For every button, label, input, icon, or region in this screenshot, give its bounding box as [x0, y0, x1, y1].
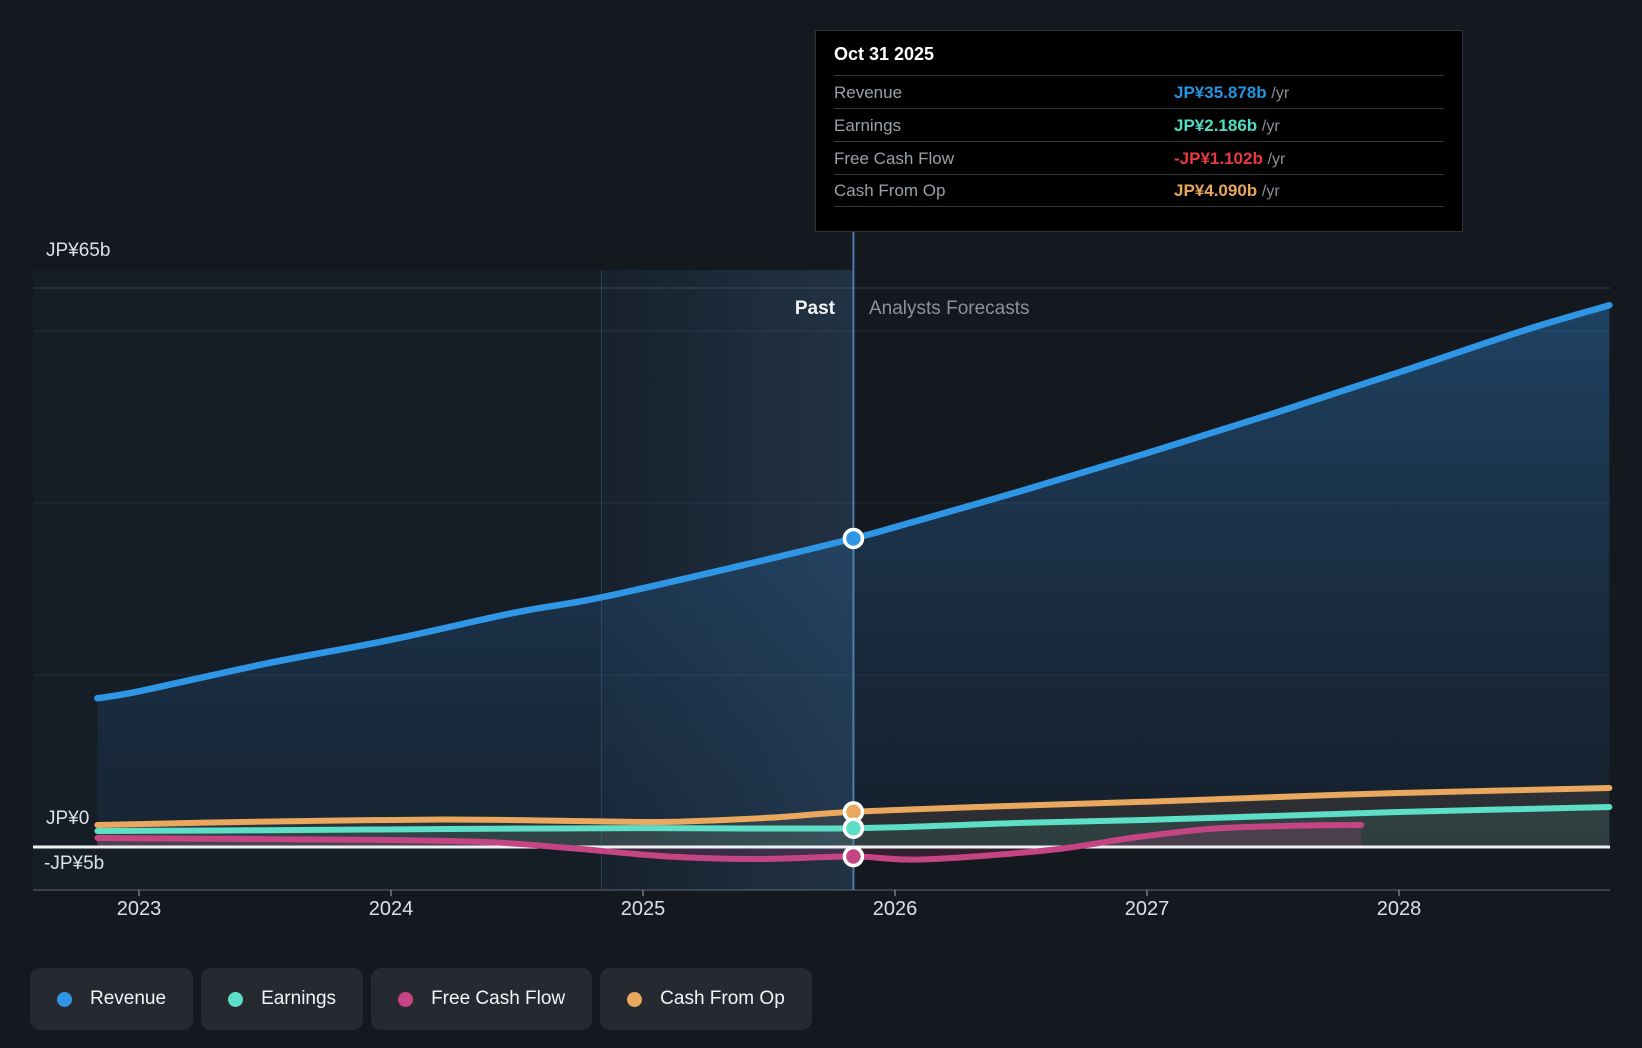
- x-axis-label-2025: 2025: [620, 898, 666, 920]
- x-axis-label-2023: 2023: [116, 898, 162, 920]
- line-earnings: [94, 804, 1613, 834]
- legend-label: Earnings: [261, 988, 337, 1009]
- x-axis-label-2026: 2026: [872, 898, 918, 920]
- tooltip-value: JP¥4.090b /yr: [1174, 181, 1280, 200]
- y-axis-label-neg5b: -JP¥5b: [44, 853, 105, 874]
- tooltip-row-free-cash-flow: Free Cash Flow -JP¥1.102b /yr: [834, 141, 1444, 174]
- x-axis-label-2024: 2024: [368, 898, 414, 920]
- legend-label: Cash From Op: [660, 988, 785, 1009]
- legend-item-earnings[interactable]: Earnings: [201, 968, 364, 1030]
- tooltip-row-revenue: Revenue JP¥35.878b /yr: [834, 75, 1444, 108]
- tooltip-row-cash-from-op: Cash From Op JP¥4.090b /yr: [834, 174, 1444, 207]
- legend-label: Revenue: [90, 988, 167, 1009]
- legend-item-free-cash-flow[interactable]: Free Cash Flow: [371, 968, 593, 1030]
- tooltip-label: Free Cash Flow: [834, 148, 954, 168]
- chart-legend: Revenue Earnings Free Cash Flow Cash Fro…: [30, 968, 812, 1030]
- legend-item-revenue[interactable]: Revenue: [30, 968, 194, 1030]
- revenue-dot-icon: [57, 991, 72, 1007]
- earnings-dot-icon: [228, 991, 244, 1007]
- tooltip-date: Oct 31 2025: [834, 44, 935, 64]
- tooltip-label: Revenue: [834, 82, 903, 102]
- tooltip-value: -JP¥1.102b /yr: [1174, 148, 1286, 168]
- data-tooltip: Oct 31 2025 Revenue JP¥35.878b /yr Earni…: [815, 30, 1463, 232]
- past-section-label: Past: [794, 298, 835, 319]
- tooltip-label: Cash From Op: [834, 181, 946, 200]
- line-free-cash-flow: [94, 822, 1365, 863]
- tooltip-value: JP¥35.878b /yr: [1174, 82, 1290, 102]
- line-cash-from-op: [94, 785, 1613, 828]
- x-axis-label-2027: 2027: [1124, 898, 1170, 920]
- marker-revenue: [842, 527, 865, 550]
- cash-from-op-dot-icon: [627, 991, 643, 1007]
- x-axis-label-2028: 2028: [1376, 898, 1422, 920]
- marker-free-cash-flow: [842, 845, 865, 868]
- y-axis-label-zero: JP¥0: [46, 808, 90, 829]
- tooltip-value: JP¥2.186b /yr: [1174, 115, 1280, 135]
- legend-item-cash-from-op[interactable]: Cash From Op: [600, 968, 812, 1030]
- tooltip-label: Earnings: [834, 115, 902, 135]
- y-axis-label-65b: JP¥65b: [46, 240, 111, 261]
- forecast-section-label: Analysts Forecasts: [869, 298, 1030, 319]
- free-cash-flow-dot-icon: [398, 991, 414, 1007]
- tooltip-row-earnings: Earnings JP¥2.186b /yr: [834, 108, 1444, 141]
- area-earnings: [97, 807, 1610, 847]
- marker-earnings: [842, 817, 865, 839]
- legend-label: Free Cash Flow: [431, 988, 566, 1009]
